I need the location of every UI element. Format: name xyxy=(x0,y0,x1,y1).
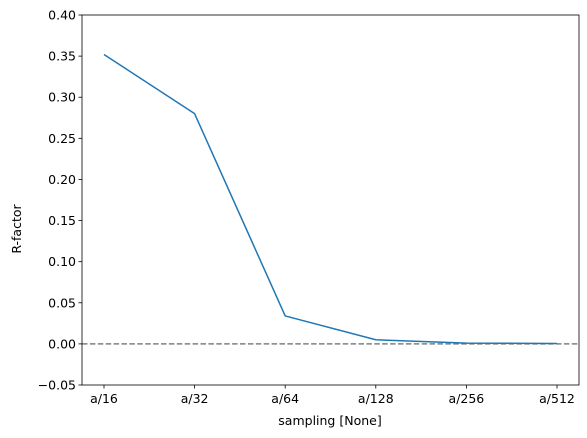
y-tick-label: 0.20 xyxy=(48,172,76,187)
axes-frame xyxy=(81,14,580,386)
y-tick-label: 0.25 xyxy=(48,131,76,146)
x-tick-label: a/16 xyxy=(90,391,118,406)
y-tick-label: 0.10 xyxy=(48,254,76,269)
y-tick-label: 0.30 xyxy=(48,90,76,105)
y-tick-label: −0.05 xyxy=(38,378,76,393)
y-tick-label: 0.00 xyxy=(48,336,76,351)
y-tick-label: 0.40 xyxy=(48,8,76,23)
x-tick-label: a/64 xyxy=(271,391,299,406)
y-tick-label: 0.15 xyxy=(48,213,76,228)
x-axis-label: sampling [None] xyxy=(278,413,381,428)
y-tick-label: 0.35 xyxy=(48,49,76,64)
y-tick-label: 0.05 xyxy=(48,295,76,310)
x-tick-label: a/256 xyxy=(449,391,485,406)
x-tick-label: a/128 xyxy=(358,391,394,406)
x-tick-label: a/512 xyxy=(539,391,575,406)
y-axis-label: R-factor xyxy=(9,203,24,253)
plot-area: −0.05 0.00 0.05 0.10 0.15 0.20 0.25 0.30 0.35 0.4… xyxy=(38,8,580,406)
x-tick-label: a/32 xyxy=(181,391,209,406)
series-line-0 xyxy=(103,53,558,345)
